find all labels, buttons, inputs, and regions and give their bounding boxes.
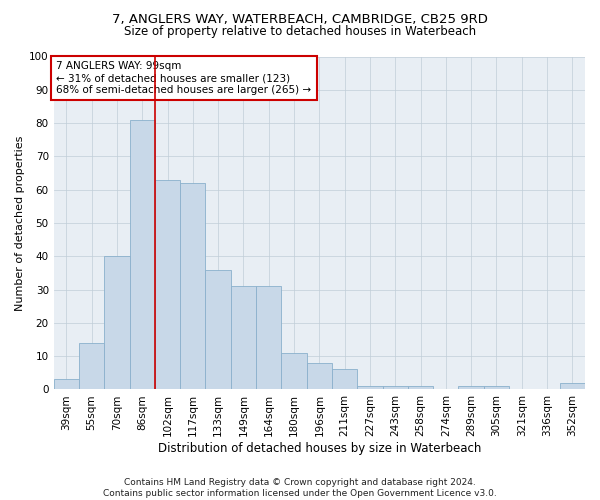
Bar bbox=[130, 120, 155, 390]
Bar bbox=[484, 386, 509, 390]
Bar bbox=[408, 386, 433, 390]
Bar bbox=[383, 386, 408, 390]
Text: Contains HM Land Registry data © Crown copyright and database right 2024.
Contai: Contains HM Land Registry data © Crown c… bbox=[103, 478, 497, 498]
Bar bbox=[79, 343, 104, 390]
Text: 7, ANGLERS WAY, WATERBEACH, CAMBRIDGE, CB25 9RD: 7, ANGLERS WAY, WATERBEACH, CAMBRIDGE, C… bbox=[112, 12, 488, 26]
Bar bbox=[231, 286, 256, 390]
Bar bbox=[458, 386, 484, 390]
Bar bbox=[155, 180, 180, 390]
Bar bbox=[560, 383, 585, 390]
Bar bbox=[180, 183, 205, 390]
Text: 7 ANGLERS WAY: 99sqm
← 31% of detached houses are smaller (123)
68% of semi-deta: 7 ANGLERS WAY: 99sqm ← 31% of detached h… bbox=[56, 62, 311, 94]
Bar bbox=[256, 286, 281, 390]
Text: Size of property relative to detached houses in Waterbeach: Size of property relative to detached ho… bbox=[124, 25, 476, 38]
Bar bbox=[53, 380, 79, 390]
Bar bbox=[205, 270, 231, 390]
Bar bbox=[332, 370, 357, 390]
X-axis label: Distribution of detached houses by size in Waterbeach: Distribution of detached houses by size … bbox=[158, 442, 481, 455]
Bar bbox=[104, 256, 130, 390]
Y-axis label: Number of detached properties: Number of detached properties bbox=[15, 136, 25, 310]
Bar bbox=[357, 386, 383, 390]
Bar bbox=[281, 353, 307, 390]
Bar bbox=[307, 363, 332, 390]
